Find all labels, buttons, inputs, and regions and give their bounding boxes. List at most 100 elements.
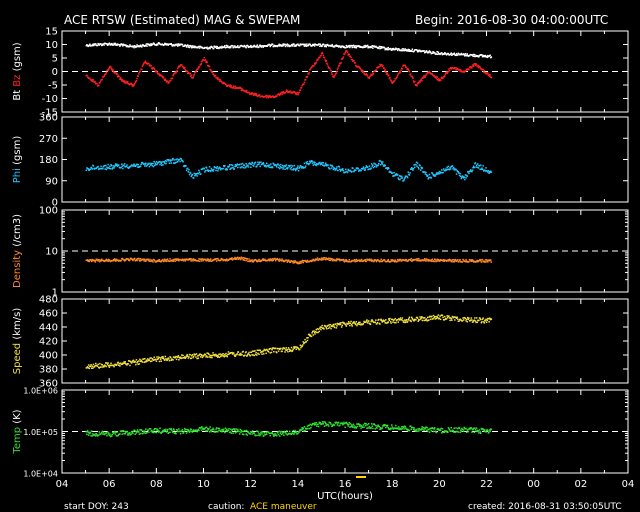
- data-point: [215, 167, 218, 169]
- data-point: [425, 74, 427, 77]
- data-point: [348, 53, 350, 56]
- data-point: [458, 69, 461, 71]
- data-point: [177, 259, 179, 261]
- data-point: [240, 89, 243, 92]
- data-point: [174, 356, 177, 359]
- data-point: [347, 323, 349, 325]
- data-point: [419, 164, 421, 167]
- data-point: [159, 163, 161, 166]
- data-point: [183, 430, 185, 432]
- data-point: [349, 322, 352, 325]
- data-point: [102, 431, 105, 433]
- data-point: [381, 163, 384, 165]
- data-point: [245, 351, 247, 353]
- data-point: [109, 433, 111, 435]
- data-point: [490, 76, 493, 79]
- data-point: [409, 73, 412, 75]
- data-point: [197, 357, 200, 359]
- data-point: [144, 45, 146, 47]
- data-point: [375, 166, 378, 168]
- data-point: [148, 165, 151, 168]
- data-point: [181, 259, 183, 262]
- data-point: [385, 73, 388, 75]
- data-point: [241, 88, 243, 90]
- data-point: [268, 259, 270, 261]
- data-point: [303, 83, 305, 85]
- data-point: [409, 172, 411, 174]
- data-point: [235, 431, 238, 433]
- data-point: [205, 167, 208, 169]
- data-point: [266, 96, 268, 99]
- data-point: [207, 356, 209, 358]
- data-point: [455, 168, 457, 171]
- data-point: [208, 65, 211, 68]
- data-point: [176, 43, 178, 45]
- data-point: [490, 259, 492, 261]
- data-point: [381, 427, 384, 429]
- data-point: [477, 65, 479, 68]
- data-point: [366, 45, 368, 48]
- data-point: [231, 351, 233, 354]
- data-point: [485, 261, 487, 263]
- data-point: [224, 431, 226, 434]
- data-point: [92, 44, 95, 47]
- data-point: [207, 352, 210, 355]
- data-point: [133, 84, 135, 86]
- data-point: [237, 256, 239, 259]
- data-point: [411, 50, 413, 52]
- data-point: [146, 164, 148, 167]
- data-point: [103, 433, 106, 436]
- data-point: [402, 48, 405, 50]
- data-point: [460, 53, 462, 56]
- data-point: [461, 261, 464, 263]
- data-point: [488, 429, 491, 431]
- data-point: [383, 70, 386, 72]
- data-point: [217, 170, 219, 172]
- data-point: [319, 421, 322, 424]
- data-point: [453, 261, 455, 263]
- data-point: [299, 262, 301, 265]
- data-point: [377, 424, 379, 426]
- data-point: [126, 430, 128, 433]
- data-point: [192, 75, 195, 77]
- data-point: [359, 425, 361, 427]
- data-point: [481, 321, 483, 323]
- data-point: [117, 74, 119, 76]
- data-point: [85, 169, 88, 171]
- data-point: [224, 427, 227, 429]
- data-point: [346, 51, 349, 54]
- data-point: [429, 318, 432, 321]
- data-point: [233, 168, 236, 170]
- data-point: [256, 354, 258, 356]
- data-point: [133, 361, 135, 363]
- data-point: [210, 430, 213, 433]
- data-point: [464, 261, 467, 263]
- data-point: [341, 422, 343, 424]
- data-point: [293, 346, 295, 348]
- data-point: [155, 360, 158, 362]
- data-point: [106, 166, 108, 169]
- data-point: [167, 44, 169, 46]
- data-point: [454, 258, 457, 261]
- data-point: [117, 434, 119, 437]
- data-point: [308, 71, 310, 74]
- data-point: [256, 165, 258, 168]
- data-point: [449, 319, 451, 322]
- data-point: [171, 259, 173, 261]
- data-point: [405, 320, 407, 322]
- data-point: [321, 45, 323, 47]
- data-point: [112, 165, 115, 167]
- data-point: [391, 82, 394, 84]
- data-point: [278, 260, 280, 262]
- data-point: [179, 160, 181, 163]
- data-point: [273, 434, 276, 436]
- data-point: [108, 166, 110, 169]
- data-point: [105, 432, 108, 434]
- data-point: [275, 164, 277, 167]
- data-point: [414, 81, 416, 83]
- data-point: [460, 175, 462, 178]
- data-point: [201, 354, 203, 357]
- data-point: [231, 353, 234, 355]
- data-point: [234, 45, 236, 47]
- data-point: [328, 259, 330, 261]
